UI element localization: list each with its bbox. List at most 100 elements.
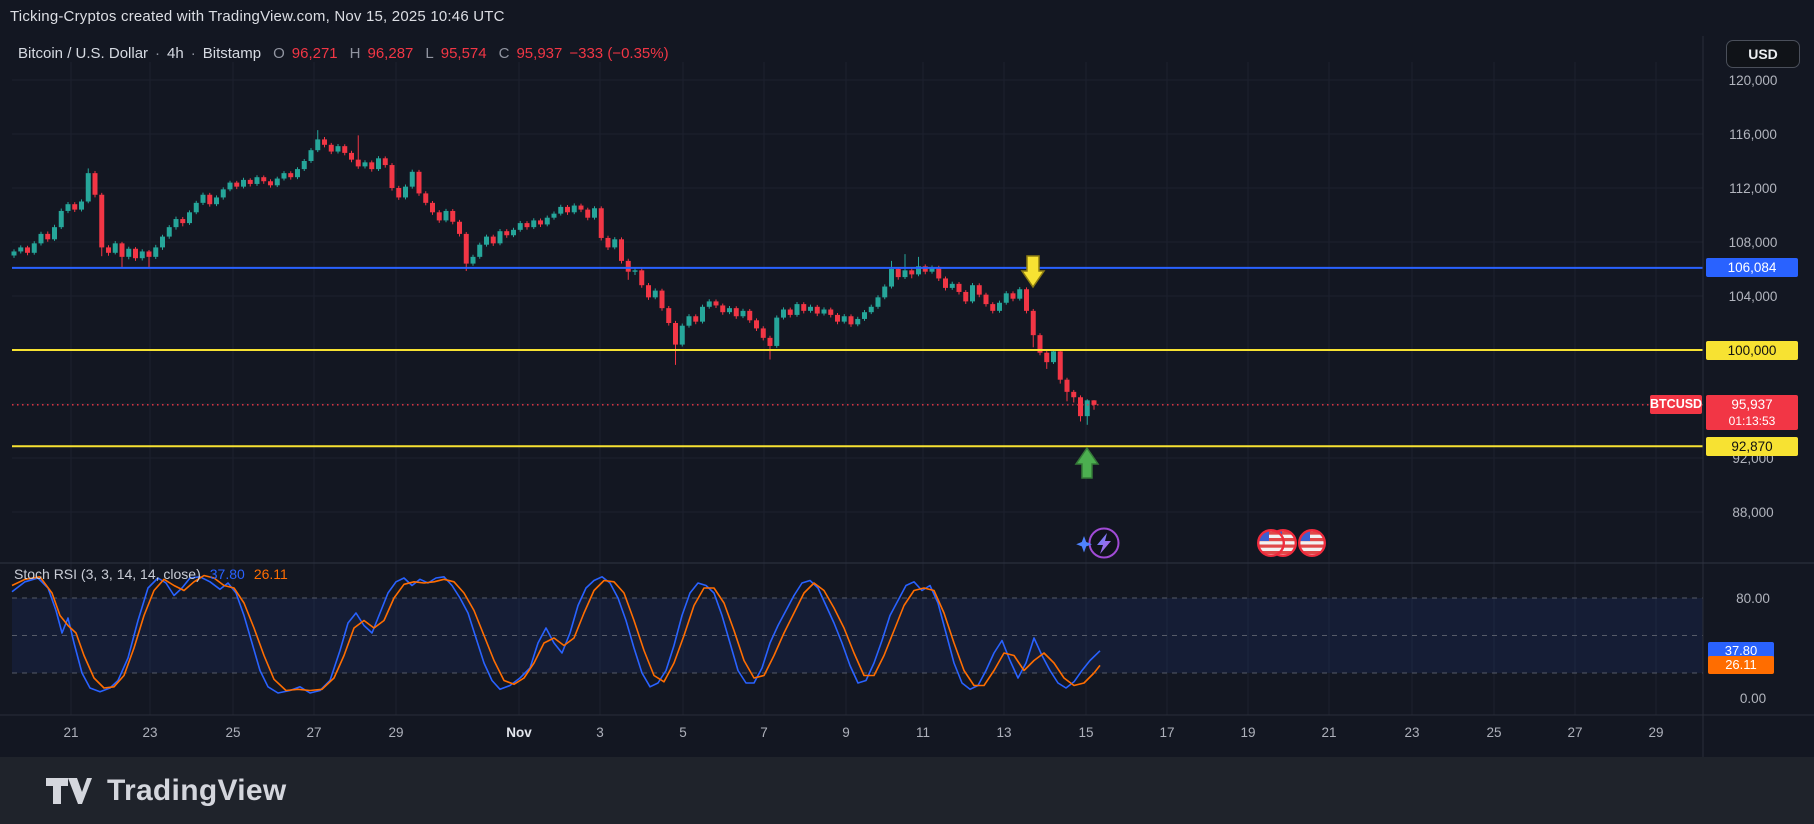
tradingview-logo-icon — [46, 777, 92, 804]
time-axis-label[interactable]: 5 — [679, 725, 687, 740]
candle-body — [389, 165, 395, 188]
time-axis-label[interactable]: 9 — [842, 725, 850, 740]
price-axis-label: 108,000 — [1728, 234, 1778, 250]
economic-events-us[interactable] — [1248, 527, 1332, 561]
down-arrow-annotation[interactable] — [1020, 255, 1046, 289]
time-axis-label[interactable]: 25 — [1486, 725, 1502, 740]
candle-body — [106, 247, 111, 253]
candle-body — [646, 285, 651, 298]
candle-body — [976, 285, 982, 295]
candle-body — [301, 161, 307, 170]
candle-body — [949, 283, 955, 288]
candle-body — [679, 325, 685, 345]
candle-body — [983, 294, 989, 305]
time-axis-label[interactable]: Nov — [506, 725, 532, 740]
candle-body — [544, 217, 550, 225]
candle-body — [281, 173, 287, 179]
bar-countdown: 01:13:53 — [1728, 413, 1776, 428]
candle-body — [328, 144, 334, 152]
candle-body — [956, 283, 962, 292]
candle-body — [868, 306, 874, 313]
candle-body — [639, 270, 645, 286]
candle-body — [396, 188, 402, 198]
time-axis-label[interactable]: 29 — [388, 725, 404, 740]
candle-body — [99, 194, 105, 248]
candle-body — [126, 248, 132, 257]
candle-body — [52, 227, 57, 240]
time-axis-label[interactable]: 27 — [306, 725, 322, 740]
time-axis-label[interactable]: 29 — [1648, 725, 1664, 740]
candle-body — [112, 243, 118, 253]
time-axis-label[interactable]: 19 — [1240, 725, 1256, 740]
candle-body — [801, 304, 807, 311]
candle-body — [1057, 351, 1063, 380]
candle-body — [173, 219, 179, 228]
candle-body — [92, 173, 98, 195]
time-axis-label[interactable]: 23 — [1404, 725, 1420, 740]
time-axis-label[interactable]: 3 — [596, 725, 604, 740]
symbol-price-tag: BTCUSD — [1650, 394, 1702, 414]
candle-body — [727, 308, 732, 313]
open-value: 96,271 — [291, 44, 338, 62]
candle-body — [808, 306, 813, 311]
candle-body — [828, 309, 834, 315]
time-axis-label[interactable]: 15 — [1078, 725, 1094, 740]
ai-flash-event-icon[interactable] — [1076, 523, 1124, 563]
support-level-badge-100k: 100,000 — [1706, 340, 1798, 360]
indicator-d-value: 26.11 — [253, 566, 288, 582]
price-axis-label: 120,000 — [1728, 72, 1778, 88]
candle-body — [119, 243, 125, 257]
time-axis-label[interactable]: 13 — [996, 725, 1012, 740]
candle-body — [18, 247, 24, 252]
stoch-band — [12, 598, 1703, 673]
symbol-header[interactable]: Bitcoin / U.S. Dollar · 4h · Bitstamp O … — [18, 42, 669, 64]
candle-body — [1024, 289, 1029, 311]
time-axis-label[interactable]: 7 — [760, 725, 768, 740]
candle-body — [85, 173, 91, 202]
candle-body — [720, 305, 726, 313]
time-axis-label[interactable]: 17 — [1159, 725, 1175, 740]
indicator-legend[interactable]: Stoch RSI (3, 3, 14, 14, close) 37.80 26… — [14, 566, 288, 582]
candle-body — [180, 219, 186, 224]
candle-body — [781, 309, 786, 318]
up-arrow-annotation[interactable] — [1074, 446, 1100, 479]
candle-body — [254, 177, 260, 184]
candle-body — [423, 193, 429, 203]
candle-body — [652, 290, 658, 298]
symbol-name[interactable]: Bitcoin / U.S. Dollar — [18, 44, 149, 62]
time-axis-label[interactable]: 11 — [915, 725, 930, 740]
interval-label[interactable]: 4h — [167, 44, 184, 62]
candle-body — [1091, 400, 1097, 405]
candle-body — [875, 297, 881, 307]
time-axis-label[interactable]: 23 — [142, 725, 158, 740]
candle-body — [895, 269, 901, 278]
last-price-badge: 95,937 01:13:53 — [1706, 394, 1798, 430]
candle-body — [443, 210, 449, 221]
candle-body — [349, 152, 354, 160]
indicator-k-value: 37.80 — [209, 566, 245, 582]
candle-body — [308, 150, 314, 161]
candle-body — [936, 267, 942, 279]
candle-body — [760, 328, 766, 338]
candle-body — [274, 178, 280, 186]
time-axis-label[interactable]: 25 — [225, 725, 241, 740]
indicator-title[interactable]: Stoch RSI (3, 3, 14, 14, close) — [14, 566, 201, 582]
time-axis-label[interactable]: 21 — [63, 725, 79, 740]
tradingview-logo[interactable]: TradingView — [44, 773, 286, 809]
candle-body — [794, 304, 800, 315]
candle-body — [740, 310, 746, 317]
candle-body — [787, 309, 793, 315]
high-value: 96,287 — [367, 44, 414, 62]
candle-body — [65, 204, 71, 211]
candle-body — [1051, 351, 1056, 363]
time-axis-label[interactable]: 27 — [1567, 725, 1583, 740]
last-price-value: 95,937 — [1731, 396, 1773, 412]
time-axis-label[interactable]: 21 — [1321, 725, 1337, 740]
candle-body — [342, 146, 348, 153]
footer-brand-bar: TradingView — [0, 757, 1814, 824]
candle-body — [578, 205, 584, 210]
candle-body — [335, 146, 341, 152]
candle-body — [200, 194, 206, 203]
currency-toggle-button[interactable]: USD — [1726, 40, 1800, 68]
